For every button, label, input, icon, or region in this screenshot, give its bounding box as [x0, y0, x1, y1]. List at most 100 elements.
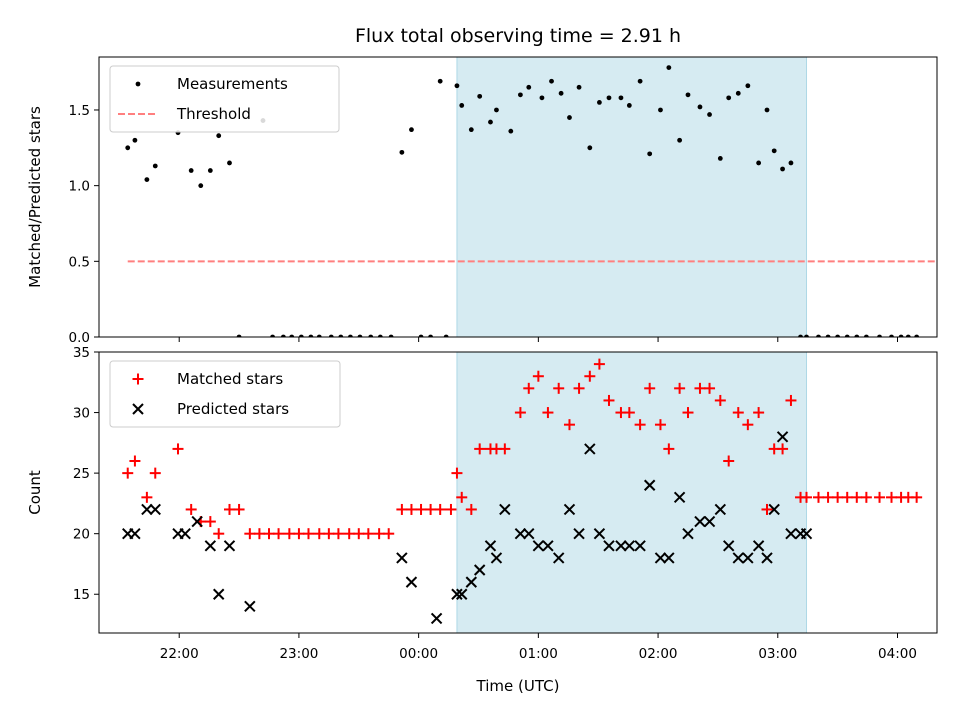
matched-star-marker [343, 528, 355, 540]
predicted-star-marker [552, 552, 565, 564]
matched-star-marker [273, 528, 285, 540]
matched-star-marker [911, 491, 923, 503]
matched-star-marker [149, 467, 161, 479]
marker-stroke [663, 552, 675, 564]
matched-star-marker [812, 491, 824, 503]
marker-stroke [776, 431, 789, 443]
predicted-star-marker [785, 527, 797, 540]
predicted-star-marker [768, 503, 780, 516]
matched-star-marker [573, 382, 585, 394]
marker-stroke [484, 540, 497, 552]
measurement-point [914, 334, 920, 337]
measurement-point [368, 334, 374, 337]
matched-star-marker [283, 528, 295, 540]
legend-box [109, 360, 341, 428]
measurement-point [666, 65, 672, 70]
matched-star-marker [694, 382, 706, 394]
measurement-point [889, 334, 894, 337]
marker-stroke [204, 540, 217, 552]
matched-star-marker [425, 503, 437, 515]
matched-star-marker [499, 443, 511, 455]
top-panel: 0.0 0.5 1.0 1.5 Matched/Predicted stars Measu… [26, 56, 938, 346]
measurement-point [707, 112, 712, 117]
marker-stroke [523, 527, 535, 540]
matched-star-marker [801, 491, 813, 503]
measurement-point [626, 103, 632, 108]
measurement-point [863, 334, 869, 337]
predicted-star-marker [800, 527, 813, 540]
measurement-point [316, 334, 322, 337]
measurement-point [697, 104, 703, 110]
matched-star-marker [563, 419, 575, 431]
measurement-point [549, 78, 554, 84]
marker-stroke [573, 527, 585, 540]
marker-stroke [542, 540, 554, 552]
marker-stroke [499, 503, 511, 516]
y-axis-label: Matched/Predicted stars [26, 106, 44, 288]
predicted-star-marker [703, 515, 716, 528]
predicted-star-marker [573, 527, 585, 540]
marker-stroke [405, 576, 418, 588]
predicted-star-marker [623, 540, 636, 552]
matched-star-marker [313, 528, 325, 540]
matched-star-marker [373, 528, 385, 540]
predicted-star-marker [484, 540, 497, 552]
marker-stroke [694, 515, 706, 528]
matched-star-marker [761, 503, 773, 515]
matched-star-marker [785, 394, 797, 406]
measurement-point [216, 133, 222, 139]
measurement-point [348, 334, 353, 337]
measurement-point [804, 334, 809, 337]
predicted-star-marker [643, 479, 656, 491]
marker-stroke [643, 479, 656, 491]
matched-star-marker [303, 528, 314, 540]
y-axis-label: Count [26, 470, 44, 515]
marker-stroke [714, 503, 727, 516]
x-tick-label: 00:00 [399, 646, 438, 662]
measurement-point [658, 107, 663, 113]
marker-stroke [141, 503, 153, 516]
predicted-star-marker [523, 527, 535, 540]
legend-label: Threshold [176, 105, 251, 123]
predicted-star-marker [542, 540, 554, 552]
marker-stroke [149, 503, 161, 516]
marker-stroke [191, 515, 203, 528]
y-tick-label: 25 [73, 466, 90, 482]
y-tick-label: 1.0 [69, 179, 90, 195]
predicted-star-marker [714, 503, 727, 516]
measurement-point [428, 334, 434, 337]
predicted-star-marker [663, 552, 675, 564]
marker-stroke [456, 588, 468, 600]
measurement-point [854, 334, 860, 337]
marker-stroke [223, 540, 236, 552]
matched-star-marker [263, 528, 275, 540]
measurement-point [132, 137, 138, 143]
matched-star-marker [634, 419, 646, 431]
matched-star-marker [456, 491, 468, 503]
marker-stroke [465, 576, 478, 588]
marker-stroke [179, 527, 191, 540]
measurement-point [135, 81, 141, 87]
measurement-point [125, 145, 131, 151]
measurement-point [780, 166, 785, 172]
measurement-point [558, 90, 564, 96]
measurement-point [735, 90, 741, 96]
matched-star-marker [434, 503, 446, 515]
matched-star-marker [396, 503, 408, 515]
marker-stroke [593, 527, 606, 540]
measurement-point [877, 334, 882, 337]
matched-star-marker [445, 503, 457, 515]
marker-stroke [800, 527, 813, 540]
matched-star-marker [353, 528, 365, 540]
chart-title: Flux total observing time = 2.91 h [355, 25, 681, 47]
x-tick-label: 22:00 [160, 646, 199, 662]
matched-star-marker [213, 528, 225, 540]
marker-stroke [654, 552, 667, 564]
panel-frame [98, 56, 938, 338]
measurement-point [227, 160, 232, 166]
observing-window-span [456, 56, 808, 338]
measurement-point [388, 334, 394, 337]
measurement-point [526, 84, 532, 90]
matched-star-marker [851, 491, 863, 503]
legend-marker [132, 403, 144, 415]
